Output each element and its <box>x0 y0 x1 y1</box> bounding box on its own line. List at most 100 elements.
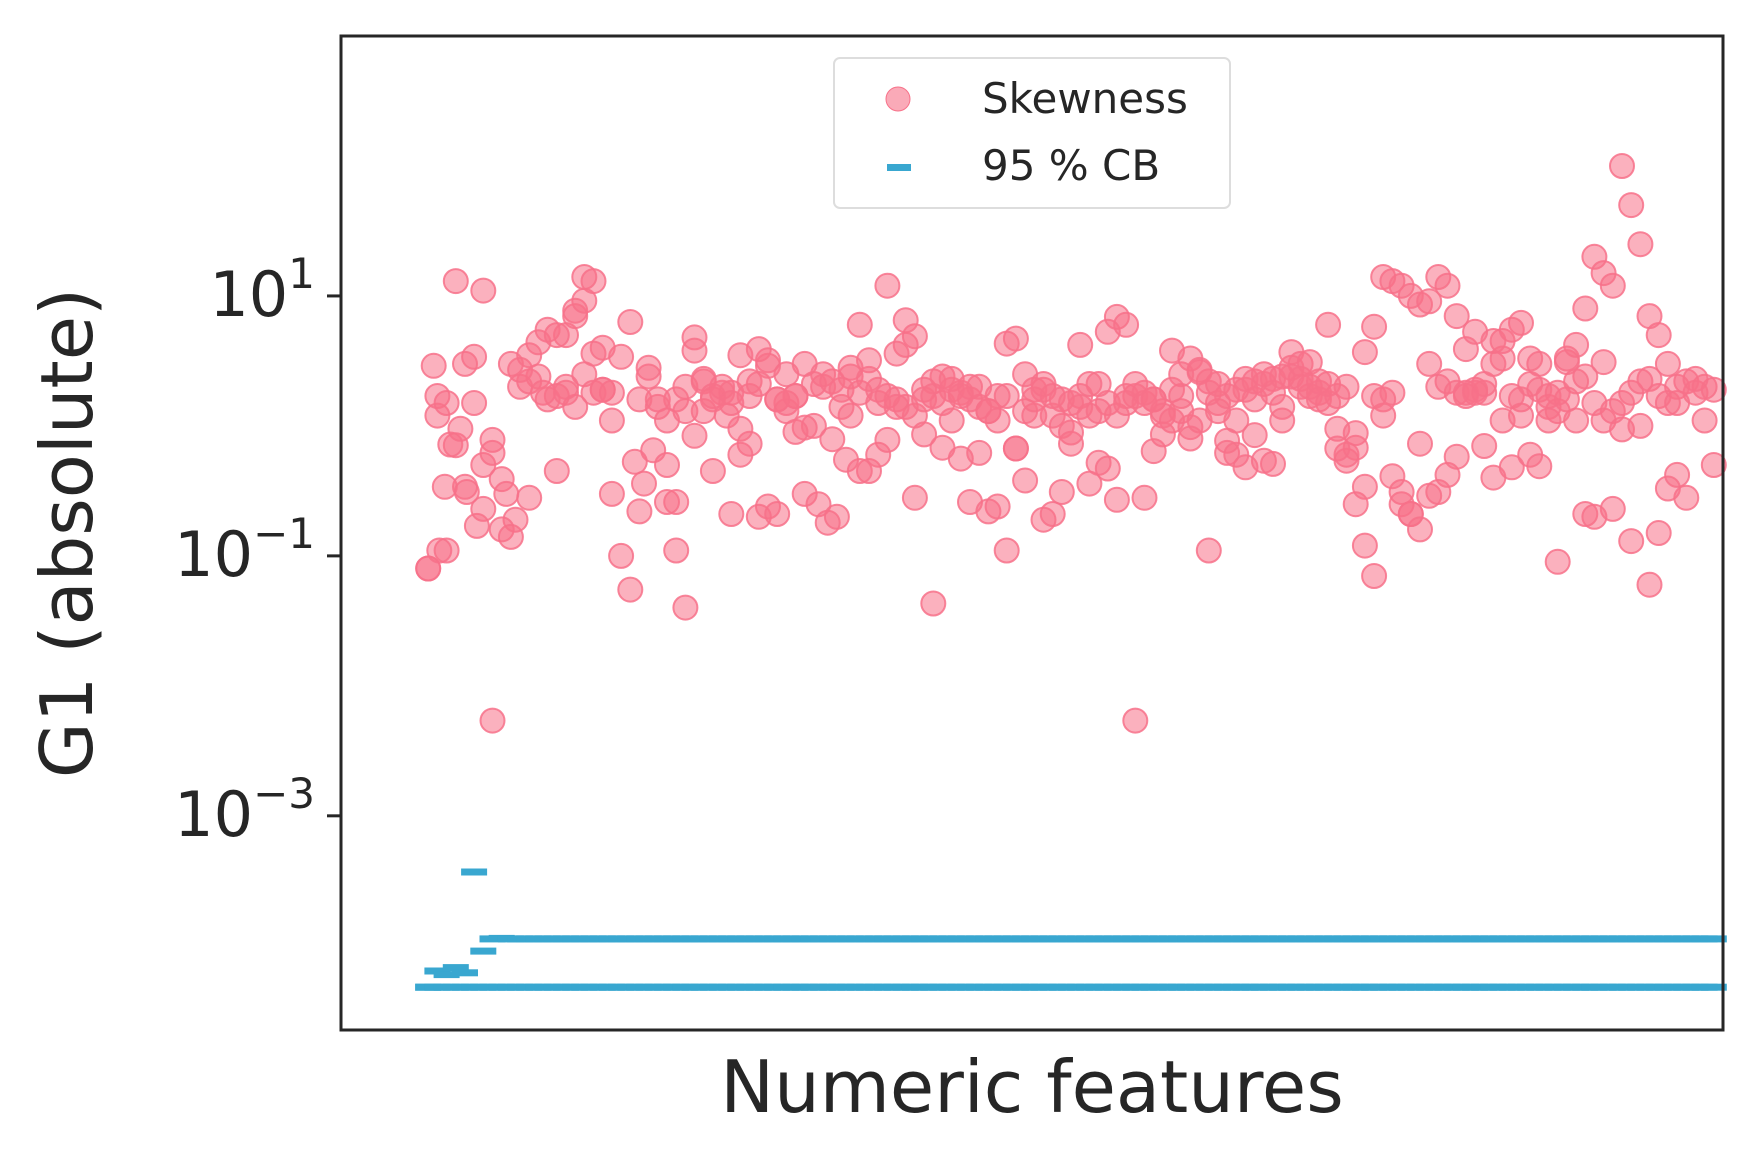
skewness-point <box>819 426 846 453</box>
skewness-point <box>617 309 644 335</box>
skewness-point <box>461 343 488 370</box>
skewness-point <box>447 415 474 442</box>
skewness-point <box>426 537 453 564</box>
skewness-point <box>470 495 497 522</box>
cb-dash <box>433 971 460 979</box>
skewness-point <box>993 383 1020 409</box>
y-tick-label: 101 <box>209 249 315 331</box>
skewness-point <box>681 337 708 364</box>
skewness-point <box>727 441 754 468</box>
skewness-point <box>1480 350 1507 377</box>
skewness-point <box>901 323 928 350</box>
skewness-point <box>1636 571 1663 598</box>
skewness-point <box>672 398 699 425</box>
skewness-point <box>461 390 488 416</box>
skewness-point <box>1159 337 1185 364</box>
cb-dash <box>452 969 478 977</box>
skewness-point <box>470 277 497 304</box>
skewness-point <box>1177 425 1204 452</box>
skewness-point <box>598 407 625 434</box>
skewness-point <box>530 379 556 406</box>
skewness-point <box>497 523 524 550</box>
skewness-point <box>1508 309 1534 336</box>
skewness-point <box>1471 433 1498 459</box>
skewness-point <box>1535 407 1562 434</box>
skewness-point <box>1682 365 1709 392</box>
skewness-point <box>1324 435 1351 462</box>
skewness-point <box>1379 463 1406 490</box>
skewness-point <box>1443 443 1470 470</box>
skewness-point <box>1618 528 1645 555</box>
skewness-point <box>1498 454 1525 481</box>
skewness-point <box>1085 398 1112 425</box>
skewness-point <box>1609 153 1635 179</box>
skewness-point <box>1590 349 1617 376</box>
skewness-point <box>1002 435 1029 462</box>
skewness-point <box>966 439 993 466</box>
skewness-point <box>874 272 901 299</box>
skewness-point <box>1416 288 1443 315</box>
skewness-point <box>837 402 864 429</box>
skewness-point <box>782 418 809 445</box>
skewness-point <box>1443 303 1470 330</box>
skewness-point <box>1269 393 1296 420</box>
skewness-point <box>823 503 850 530</box>
skewness-point <box>1544 548 1571 575</box>
skewness-point <box>493 480 520 507</box>
skewness-point <box>699 458 726 484</box>
skewness-point <box>1351 473 1378 500</box>
x-axis-label: Numeric features <box>720 1045 1343 1129</box>
skewness-point <box>846 458 873 484</box>
axes-frame <box>339 34 1725 1032</box>
skewness-point <box>755 347 781 374</box>
skewness-point <box>846 311 873 338</box>
cb-dash <box>1700 935 1727 943</box>
skewness-point <box>1627 412 1654 439</box>
skewness-point <box>1563 407 1590 434</box>
cb-dash <box>470 947 497 955</box>
skewness-point <box>672 594 699 621</box>
skewness-point <box>1572 295 1599 322</box>
skewness-point <box>1058 430 1084 457</box>
skewness-point <box>1618 192 1645 219</box>
skewness-point <box>635 354 662 381</box>
skewness-point <box>1333 373 1360 400</box>
skewness-point <box>1599 272 1626 299</box>
skewness-point <box>663 489 690 515</box>
skewness-point <box>1416 350 1443 377</box>
skewness-point <box>718 390 745 416</box>
skewness-point <box>644 386 671 413</box>
skewness-point <box>681 422 708 449</box>
skewness-point <box>479 707 506 734</box>
skewness-point <box>1664 461 1691 488</box>
skewness-point <box>543 458 570 484</box>
skewness-point <box>442 268 469 295</box>
legend-marker-cb <box>887 164 911 171</box>
skewness-point <box>654 452 680 478</box>
skewness-point <box>984 407 1011 434</box>
legend: Skewness 95 % CB <box>833 57 1231 209</box>
skewness-point <box>828 376 855 403</box>
legend-frame <box>833 57 1231 209</box>
skewness-point <box>1103 486 1130 513</box>
skewness-point <box>984 493 1011 520</box>
skewness-point <box>1094 455 1121 482</box>
skewness-point <box>1407 516 1433 543</box>
skewness-point <box>631 470 657 497</box>
skewness-point <box>764 501 791 527</box>
skewness-point <box>553 373 579 400</box>
skewness-point <box>617 576 644 603</box>
skewness-point <box>883 393 910 420</box>
skewness-point <box>1351 339 1378 366</box>
cb-dash <box>442 964 469 972</box>
skewness-point <box>1407 430 1433 457</box>
skewness-point <box>1260 450 1286 477</box>
skewness-point <box>718 501 745 527</box>
skewness-point <box>727 342 754 369</box>
skewness-point <box>598 379 625 406</box>
skewness-point <box>993 537 1020 564</box>
skewness-point <box>1113 311 1140 338</box>
skewness-point <box>1645 520 1672 546</box>
cb-dash <box>461 868 488 876</box>
